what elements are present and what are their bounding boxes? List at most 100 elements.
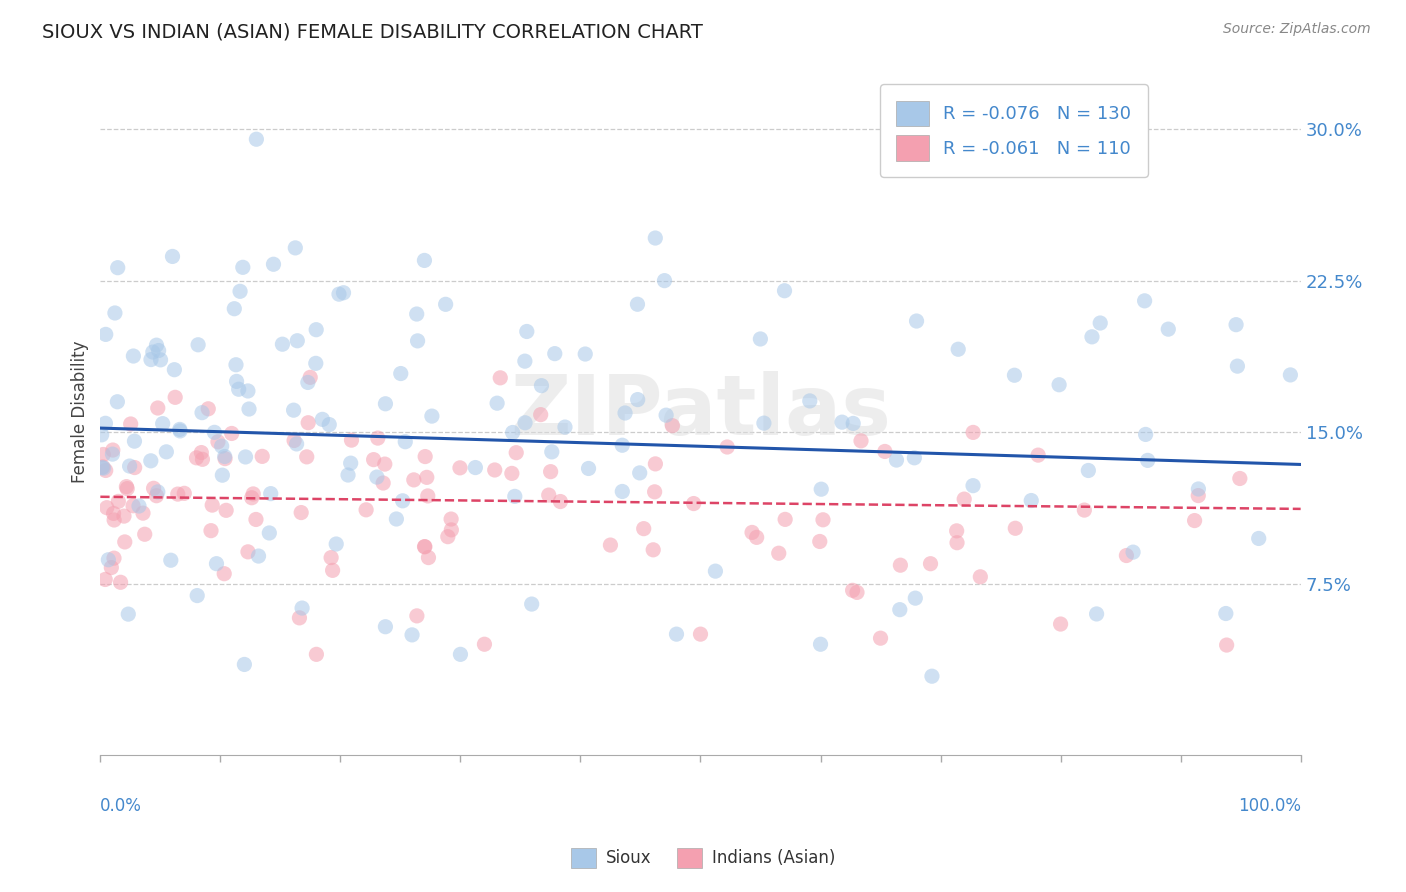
Point bbox=[903, 450, 925, 465]
Point bbox=[332, 285, 354, 300]
Point bbox=[1047, 377, 1070, 392]
Point bbox=[91, 447, 114, 461]
Point bbox=[413, 540, 436, 554]
Point bbox=[810, 637, 832, 651]
Point bbox=[225, 358, 247, 372]
Point bbox=[741, 525, 763, 540]
Point bbox=[661, 418, 683, 433]
Y-axis label: Female Disability: Female Disability bbox=[72, 341, 89, 483]
Point bbox=[100, 560, 122, 574]
Point bbox=[215, 503, 238, 517]
Point bbox=[948, 343, 970, 357]
Point bbox=[90, 427, 112, 442]
Point bbox=[614, 406, 637, 420]
Point bbox=[644, 231, 666, 245]
Point bbox=[124, 434, 146, 449]
Point bbox=[142, 481, 165, 495]
Point bbox=[513, 354, 536, 368]
Point bbox=[1157, 322, 1180, 336]
Point bbox=[283, 434, 305, 448]
Point bbox=[94, 417, 117, 431]
Point bbox=[810, 482, 832, 496]
Point bbox=[643, 542, 665, 557]
Point bbox=[474, 637, 496, 651]
Point bbox=[849, 434, 872, 448]
Point bbox=[149, 352, 172, 367]
Point bbox=[134, 527, 156, 541]
Point bbox=[325, 537, 347, 551]
Point bbox=[128, 499, 150, 513]
Point bbox=[406, 608, 429, 623]
Point bbox=[1004, 368, 1026, 383]
Point bbox=[169, 422, 191, 436]
Point bbox=[155, 445, 177, 459]
Point bbox=[285, 437, 308, 451]
Point bbox=[204, 425, 226, 440]
Point bbox=[406, 334, 429, 348]
Point bbox=[544, 346, 567, 360]
Point bbox=[1133, 293, 1156, 308]
Point bbox=[201, 498, 224, 512]
Point bbox=[114, 535, 136, 549]
Point bbox=[240, 491, 263, 505]
Point bbox=[295, 450, 318, 464]
Point bbox=[1225, 318, 1247, 332]
Point bbox=[229, 285, 252, 299]
Point bbox=[1229, 471, 1251, 485]
Point bbox=[682, 497, 704, 511]
Point bbox=[1279, 368, 1302, 382]
Point bbox=[96, 500, 118, 515]
Point bbox=[165, 390, 187, 404]
Point bbox=[716, 440, 738, 454]
Point bbox=[146, 401, 169, 415]
Point bbox=[247, 549, 270, 563]
Point bbox=[1077, 463, 1099, 477]
Point bbox=[644, 457, 666, 471]
Point bbox=[1019, 493, 1042, 508]
Point bbox=[122, 499, 145, 513]
Point bbox=[297, 416, 319, 430]
Point bbox=[612, 484, 634, 499]
Point bbox=[962, 478, 984, 492]
Point bbox=[339, 456, 361, 470]
Point bbox=[207, 434, 229, 449]
Legend: R = -0.076   N = 130, R = -0.061   N = 110: R = -0.076 N = 130, R = -0.061 N = 110 bbox=[880, 85, 1147, 177]
Point bbox=[225, 375, 247, 389]
Point bbox=[291, 601, 314, 615]
Text: 100.0%: 100.0% bbox=[1237, 797, 1301, 814]
Point bbox=[401, 628, 423, 642]
Point bbox=[169, 424, 191, 438]
Point bbox=[945, 524, 967, 538]
Point bbox=[841, 583, 863, 598]
Point bbox=[413, 450, 436, 464]
Point bbox=[768, 546, 790, 560]
Point bbox=[704, 564, 727, 578]
Point bbox=[115, 480, 138, 494]
Point bbox=[752, 416, 775, 430]
Point bbox=[252, 450, 274, 464]
Point bbox=[574, 347, 596, 361]
Point bbox=[920, 557, 942, 571]
Point bbox=[1215, 638, 1237, 652]
Point bbox=[540, 465, 562, 479]
Point bbox=[904, 591, 927, 606]
Point bbox=[101, 443, 124, 458]
Point bbox=[366, 470, 388, 484]
Point bbox=[145, 338, 167, 352]
Point bbox=[103, 507, 125, 521]
Text: SIOUX VS INDIAN (ASIAN) FEMALE DISABILITY CORRELATION CHART: SIOUX VS INDIAN (ASIAN) FEMALE DISABILIT… bbox=[42, 22, 703, 41]
Point bbox=[599, 538, 621, 552]
Legend: Sioux, Indians (Asian): Sioux, Indians (Asian) bbox=[564, 841, 842, 875]
Point bbox=[139, 454, 162, 468]
Point bbox=[290, 506, 312, 520]
Point bbox=[233, 657, 256, 672]
Point bbox=[285, 334, 308, 348]
Point bbox=[1085, 607, 1108, 621]
Point bbox=[224, 301, 246, 316]
Point bbox=[212, 566, 235, 581]
Point bbox=[402, 473, 425, 487]
Point bbox=[205, 557, 228, 571]
Point bbox=[191, 452, 214, 467]
Point bbox=[166, 487, 188, 501]
Point bbox=[886, 453, 908, 467]
